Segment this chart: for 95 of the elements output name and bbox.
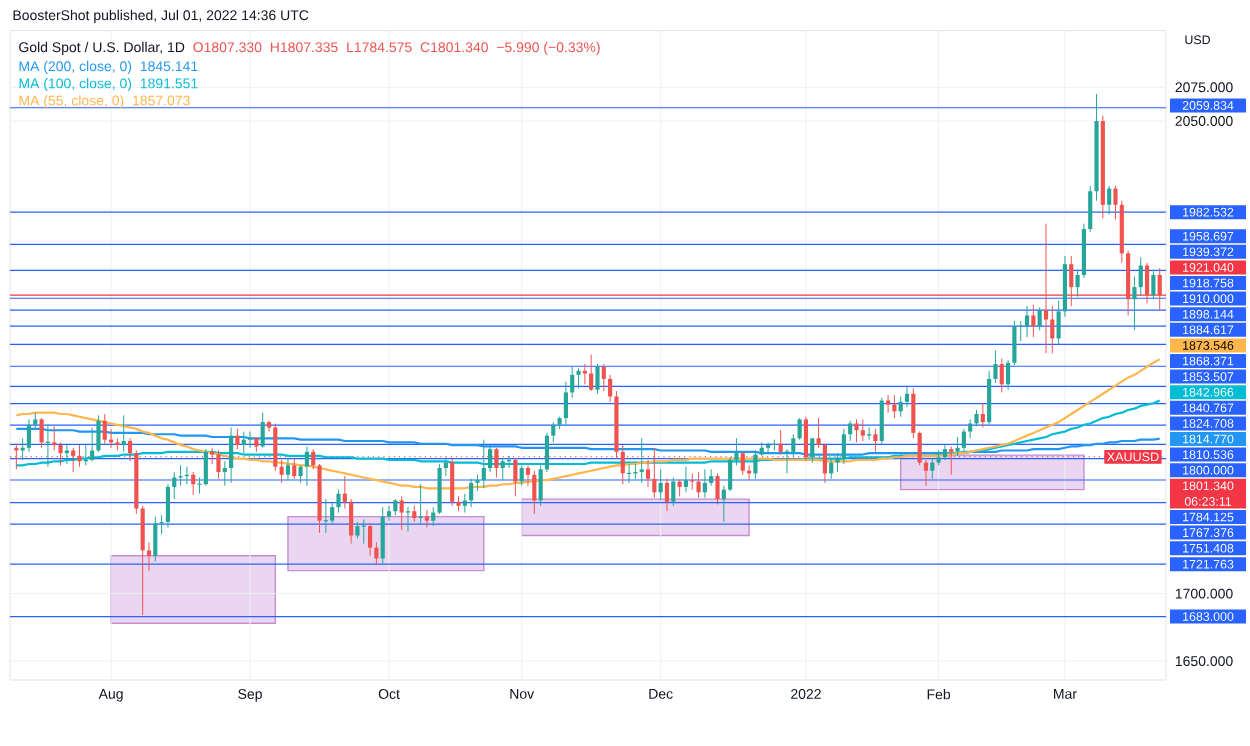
- candlestick: [664, 478, 670, 512]
- candlestick: [683, 466, 689, 493]
- candlestick: [349, 498, 354, 545]
- candlestick: [873, 428, 878, 453]
- candlestick: [488, 444, 493, 473]
- candlestick: [1107, 185, 1112, 215]
- candlestick: [879, 397, 884, 445]
- candlestick: [1138, 256, 1143, 296]
- candlestick: [64, 444, 69, 465]
- candlestick: [810, 437, 815, 464]
- candlestick: [71, 447, 76, 473]
- candlestick: [1043, 223, 1049, 354]
- candlestick: [39, 417, 44, 449]
- candlestick: [399, 495, 404, 531]
- candlestick: [450, 458, 455, 507]
- candlestick: [361, 518, 367, 545]
- candlestick: [930, 458, 935, 480]
- candlestick: [715, 472, 720, 505]
- candlestick: [481, 439, 486, 489]
- candlestick: [980, 402, 985, 429]
- candlestick: [469, 478, 474, 508]
- candlestick: [260, 412, 265, 449]
- candlestick: [740, 451, 745, 476]
- candlestick: [1069, 255, 1074, 307]
- candlestick: [367, 522, 373, 557]
- candlestick: [52, 425, 57, 451]
- candlestick: [121, 414, 126, 453]
- candlestick: [462, 493, 467, 514]
- candlestick: [165, 483, 171, 528]
- candlestick: [405, 506, 411, 532]
- candlestick: [1151, 269, 1156, 300]
- candlestick: [797, 417, 802, 441]
- candlestick: [140, 505, 145, 616]
- candlestick: [595, 363, 600, 395]
- candlestick: [191, 471, 196, 496]
- candlestick: [500, 458, 505, 481]
- candlestick: [860, 418, 865, 442]
- candlestick: [279, 459, 284, 484]
- candlestick: [203, 448, 208, 487]
- candlestick: [658, 468, 663, 501]
- candlestick: [216, 449, 221, 480]
- candlestick: [765, 441, 771, 454]
- candlestick: [778, 429, 783, 456]
- candlestick: [26, 418, 32, 453]
- candlestick: [1144, 262, 1150, 304]
- candlestick: [822, 443, 827, 484]
- candlestick: [77, 444, 82, 468]
- candlestick: [961, 428, 966, 451]
- candlestick: [229, 427, 234, 484]
- candlestick: [645, 459, 651, 488]
- candlestick: [639, 437, 644, 484]
- candlestick: [513, 458, 518, 497]
- candlestick: [90, 427, 95, 462]
- candlestick: [589, 354, 594, 392]
- candlestick: [380, 506, 385, 565]
- candlestick: [942, 444, 948, 461]
- candlestick: [898, 395, 903, 418]
- candlestick: [949, 445, 954, 476]
- candlestick: [153, 516, 158, 562]
- candlestick: [292, 458, 297, 480]
- candlestick: [885, 394, 891, 414]
- candlestick: [102, 413, 107, 445]
- candlestick: [1031, 304, 1036, 338]
- candlestick: [1024, 305, 1030, 338]
- candlestick: [702, 468, 707, 499]
- candlestick: [721, 485, 726, 523]
- candlestick: [1037, 306, 1042, 331]
- candlestick: [582, 363, 587, 385]
- candlestick: [519, 464, 524, 487]
- candlestick: [494, 447, 499, 478]
- candlestick: [999, 358, 1004, 393]
- candlestick: [904, 386, 910, 408]
- candlestick: [671, 476, 676, 507]
- candlestick: [854, 418, 859, 443]
- candlestick: [955, 436, 960, 457]
- candlestick: [867, 427, 872, 441]
- candlestick: [841, 428, 846, 465]
- candlestick: [696, 471, 701, 499]
- candlestick: [911, 387, 916, 439]
- candlestick: [304, 445, 309, 487]
- candlestick: [690, 472, 695, 491]
- candlestick: [424, 509, 430, 528]
- candlestick: [285, 458, 291, 481]
- candlestick: [273, 422, 278, 472]
- candlestick: [803, 416, 809, 462]
- candlestick: [652, 447, 657, 499]
- candlestick: [235, 428, 240, 450]
- candlestick: [532, 470, 537, 515]
- candlestick: [247, 431, 253, 449]
- candlestick: [728, 456, 733, 492]
- candlestick: [753, 449, 758, 480]
- candlestick: [987, 370, 992, 426]
- candlestick: [563, 381, 568, 426]
- candlestick: [1157, 267, 1162, 311]
- candlestick: [96, 414, 101, 453]
